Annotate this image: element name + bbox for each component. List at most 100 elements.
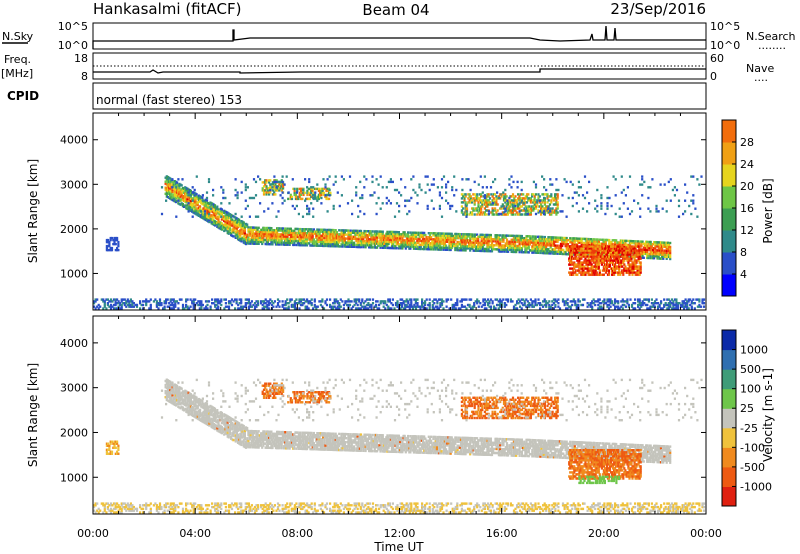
heatmap-cell — [281, 175, 284, 178]
heatmap-cell — [365, 238, 368, 241]
heatmap-cell — [248, 228, 251, 231]
heatmap-cell — [403, 231, 406, 234]
heatmap-cell — [207, 204, 210, 207]
heatmap-cell — [188, 191, 191, 194]
heatmap-cell — [227, 307, 231, 310]
heatmap-cell — [319, 193, 322, 197]
heatmap-cell — [620, 241, 623, 244]
heatmap-cell — [464, 237, 467, 240]
heatmap-cell — [548, 213, 552, 216]
heatmap-cell — [205, 199, 209, 202]
heatmap-cell — [254, 238, 257, 241]
heatmap-cell — [541, 241, 544, 245]
heatmap-cell — [449, 248, 452, 252]
heatmap-cell — [212, 188, 215, 192]
heatmap-cell — [217, 307, 220, 310]
heatmap-cell — [496, 238, 499, 241]
heatmap-cell — [373, 232, 376, 235]
heatmap-cell — [342, 178, 345, 181]
heatmap-cell — [502, 199, 506, 202]
heatmap-cell — [569, 267, 572, 270]
heatmap-cell — [114, 238, 117, 242]
heatmap-cell — [384, 242, 387, 245]
heatmap-cell — [465, 215, 468, 218]
heatmap-cell — [641, 240, 644, 243]
heatmap-cell — [280, 229, 283, 232]
heatmap-cell — [502, 197, 506, 200]
heatmap-cell — [178, 192, 181, 196]
heatmap-cell — [254, 194, 258, 197]
heatmap-cell — [218, 300, 221, 303]
heatmap-cell — [234, 298, 237, 301]
heatmap-cell — [397, 233, 400, 236]
heatmap-cell — [273, 193, 276, 196]
heatmap-cell — [557, 248, 560, 251]
heatmap-cell — [224, 196, 227, 200]
heatmap-cell — [472, 245, 475, 248]
heatmap-cell — [257, 242, 260, 245]
heatmap-cell — [596, 257, 599, 260]
heatmap-cell — [659, 243, 663, 246]
heatmap-cell — [555, 211, 558, 214]
heatmap-cell — [370, 244, 373, 247]
heatmap-cell — [446, 248, 449, 251]
heatmap-cell — [212, 302, 215, 305]
heatmap-cell — [366, 236, 369, 239]
heatmap-cell — [669, 178, 672, 181]
heatmap-cell — [201, 196, 204, 199]
heatmap-cell — [275, 179, 278, 182]
heatmap-cell — [600, 246, 603, 249]
heatmap-cell — [109, 298, 113, 301]
heatmap-cell — [93, 305, 96, 308]
heatmap-cell — [606, 196, 609, 200]
heatmap-cell — [586, 243, 589, 247]
heatmap-cell — [510, 195, 513, 198]
heatmap-cell — [251, 230, 255, 233]
heatmap-cell — [187, 210, 190, 213]
heatmap-cell — [218, 227, 221, 230]
heatmap-cell — [241, 307, 244, 310]
heatmap-cell — [502, 246, 505, 249]
heatmap-cell — [202, 215, 205, 218]
heatmap-cell — [204, 204, 207, 208]
heatmap-cell — [253, 228, 256, 231]
heatmap-cell — [539, 237, 542, 241]
heatmap-cell — [415, 237, 418, 240]
heatmap-cell — [172, 305, 175, 308]
heatmap-cell — [357, 243, 360, 247]
heatmap-cell — [462, 235, 465, 238]
heatmap-cell — [330, 242, 333, 246]
heatmap-cell — [248, 230, 251, 233]
heatmap-cell — [620, 215, 623, 218]
heatmap-cell — [313, 193, 317, 197]
heatmap-cell — [318, 232, 321, 235]
heatmap-cell — [616, 265, 619, 268]
heatmap-cell — [309, 236, 312, 239]
heatmap-cell — [277, 180, 280, 184]
heatmap-cell — [139, 300, 142, 303]
heatmap-cell — [520, 188, 523, 192]
heatmap-cell — [581, 194, 585, 197]
heatmap-cell — [554, 193, 557, 196]
heatmap-cell — [297, 231, 300, 235]
heatmap-cell — [486, 243, 489, 247]
heatmap-cell — [254, 180, 258, 184]
heatmap-cell — [499, 244, 502, 247]
heatmap-cell — [622, 255, 625, 258]
heatmap-cell — [354, 235, 357, 238]
heatmap-cell — [103, 303, 106, 307]
heatmap-cell — [469, 195, 472, 198]
heatmap-cell — [416, 241, 419, 244]
heatmap-cell — [202, 203, 205, 206]
heatmap-cell — [165, 183, 168, 186]
heatmap-cell — [373, 238, 376, 241]
heatmap-cell — [510, 186, 513, 189]
heatmap-cell — [526, 239, 529, 242]
heatmap-cell — [223, 307, 226, 310]
heatmap-cell — [599, 238, 602, 241]
heatmap-cell — [297, 237, 300, 241]
heatmap-cell — [299, 227, 302, 231]
heatmap-cell — [415, 235, 418, 238]
heatmap-cell — [253, 302, 257, 305]
heatmap-cell — [185, 305, 188, 308]
